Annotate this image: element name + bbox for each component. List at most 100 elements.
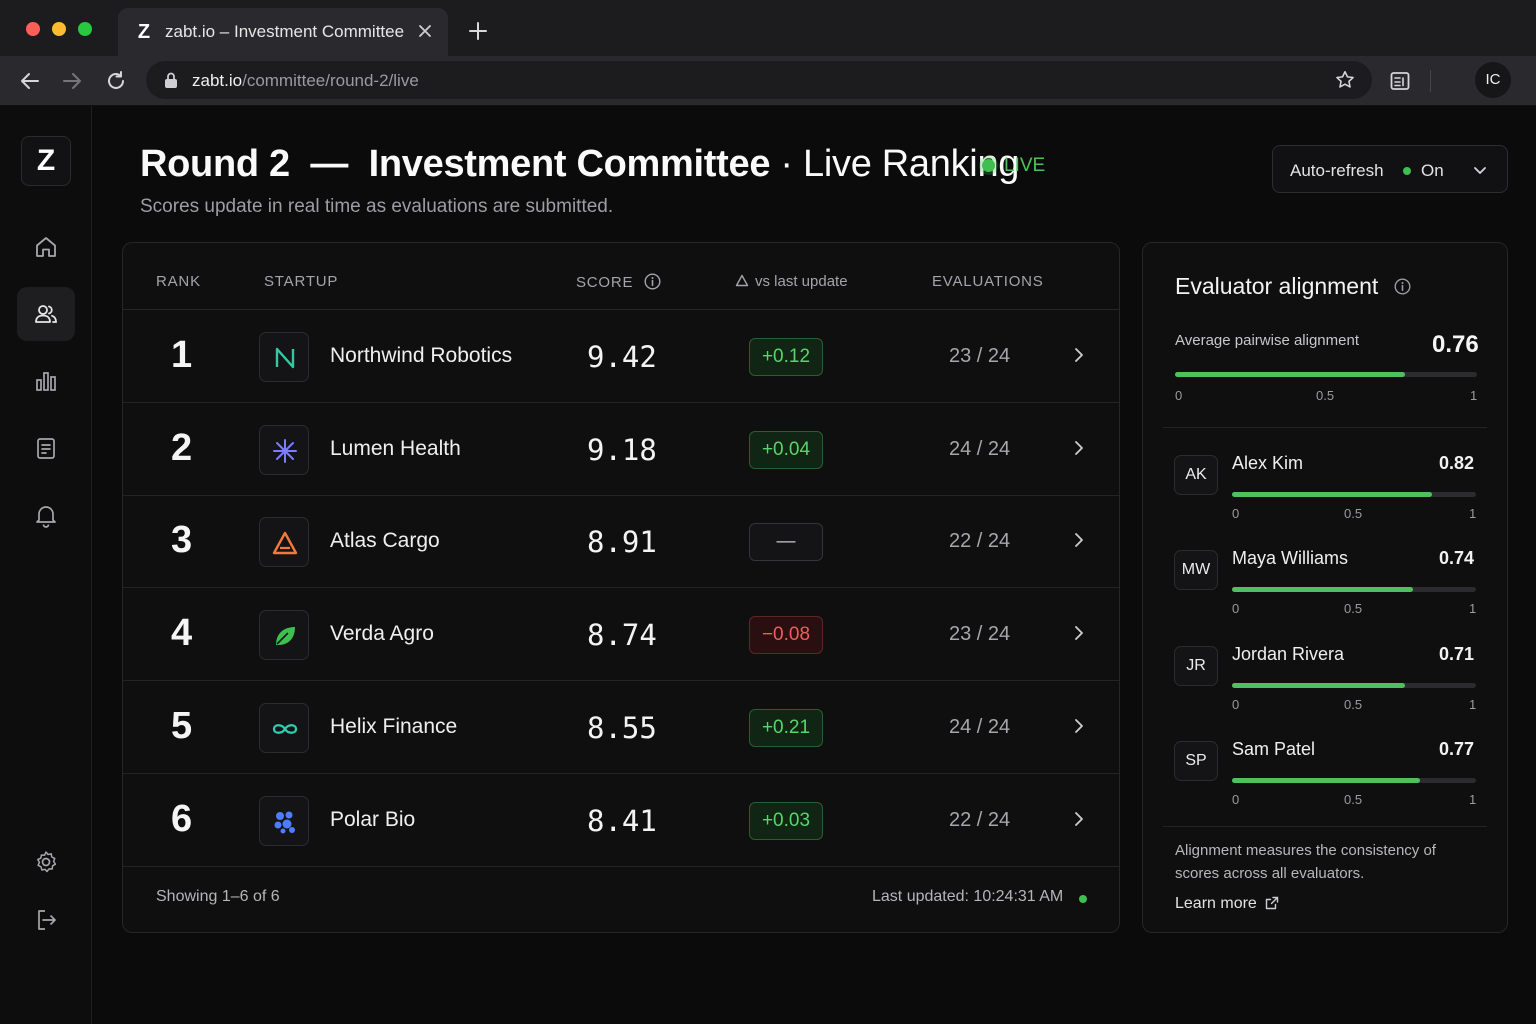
learn-more-label: Learn more <box>1175 895 1257 912</box>
evaluator-item: JR Jordan Rivera 0.71 0 0.5 1 <box>1143 643 1507 738</box>
table-row[interactable]: 5 Helix Finance 8.55 +0.21 24 / 24 <box>123 681 1119 774</box>
auto-refresh-label: Auto-refresh <box>1290 161 1384 180</box>
sidebar-item-settings[interactable] <box>17 835 75 889</box>
polar-logo-icon <box>259 795 309 846</box>
settings-icon <box>37 851 57 873</box>
average-alignment-bar <box>1175 372 1477 377</box>
rank-number: 1 <box>171 334 193 376</box>
rank-number: 4 <box>171 612 193 655</box>
sidebar-item-committee[interactable] <box>17 287 75 341</box>
sidebar-item-evaluations[interactable] <box>17 421 75 475</box>
live-dot-icon <box>982 159 995 172</box>
browser-nav-bar: zabt.io/committee/round-2/live IC <box>0 56 1536 106</box>
delta-badge: +0.03 <box>749 801 823 840</box>
evaluator-item: AK Alex Kim 0.82 0 0.5 1 <box>1143 453 1507 547</box>
address-bar[interactable]: zabt.io/committee/round-2/live <box>146 61 1372 99</box>
evaluator-alignment-panel: Evaluator alignment Average pairwise ali… <box>1142 242 1508 933</box>
profile-avatar[interactable]: IC <box>1475 62 1511 98</box>
atlas-logo-icon <box>259 517 309 568</box>
startup-name[interactable]: Verda Agro <box>330 622 434 646</box>
reload-icon[interactable] <box>104 69 128 93</box>
app-logo[interactable]: Z <box>21 136 71 186</box>
new-tab-icon[interactable] <box>466 19 490 43</box>
scale-max: 1 <box>1469 791 1477 807</box>
evaluations-count: 23 / 24 <box>949 623 1011 646</box>
startup-name[interactable]: Helix Finance <box>330 714 458 738</box>
chevron-right-icon[interactable] <box>1069 809 1089 829</box>
bell-icon <box>36 506 56 528</box>
delta-badge: −0.08 <box>749 616 823 655</box>
evaluator-alignment-fill <box>1232 777 1420 783</box>
browser-tab[interactable]: Z zabt.io – Investment Committee <box>118 8 448 56</box>
maximize-window-button[interactable] <box>78 22 92 36</box>
startup-name[interactable]: Atlas Cargo <box>330 529 440 553</box>
chevron-right-icon[interactable] <box>1069 530 1089 550</box>
chevron-right-icon[interactable] <box>1069 345 1089 365</box>
bar-chart-icon <box>36 372 56 391</box>
url-text: zabt.io/committee/round-2/live <box>192 71 419 91</box>
scale-min: 0 <box>1232 791 1240 807</box>
delta-badge: +0.04 <box>749 430 823 469</box>
browser-tab-bar: Z zabt.io – Investment Committee <box>0 0 1536 56</box>
auto-refresh-value: On <box>1421 161 1444 180</box>
sidebar-item-analytics[interactable] <box>17 354 75 408</box>
table-row[interactable]: 1 Northwind Robotics 9.42 +0.12 23 / 24 <box>123 310 1119 403</box>
evaluator-item: SP Sam Patel 0.77 0 0.5 1 <box>1143 738 1507 833</box>
average-alignment-value: 0.76 <box>1432 331 1479 358</box>
column-header-score: SCORE <box>576 273 661 291</box>
evaluator-alignment-value: 0.74 <box>1439 548 1475 569</box>
evaluator-alignment-bar <box>1232 682 1476 688</box>
scale-max: 1 <box>1469 601 1477 617</box>
chevron-right-icon[interactable] <box>1069 623 1089 643</box>
evaluator-alignment-value: 0.71 <box>1439 643 1475 664</box>
reading-list-icon[interactable] <box>1388 69 1412 93</box>
avatar: SP <box>1174 740 1218 781</box>
startup-name[interactable]: Northwind Robotics <box>330 344 513 367</box>
info-icon[interactable] <box>644 273 661 290</box>
clipboard-icon <box>37 438 55 459</box>
table-row[interactable]: 4 Verda Agro 8.74 −0.08 23 / 24 <box>123 588 1119 682</box>
sidebar-item-home[interactable] <box>17 220 75 274</box>
evaluator-alignment-value: 0.77 <box>1439 738 1475 759</box>
sidebar-item-logout[interactable] <box>17 893 75 947</box>
tab-close-icon[interactable] <box>416 22 434 40</box>
page-subtitle: Scores update in real time as evaluation… <box>140 196 614 217</box>
sidebar-item-notifications[interactable] <box>17 488 75 542</box>
evaluations-count: 23 / 24 <box>949 345 1011 367</box>
close-window-button[interactable] <box>26 22 40 36</box>
score-value: 9.18 <box>587 432 657 467</box>
evaluator-alignment-bar <box>1232 777 1476 783</box>
url-host: zabt.io <box>192 71 243 90</box>
bookmark-star-icon[interactable] <box>1334 69 1356 91</box>
header-divider <box>123 309 1119 310</box>
evaluations-count: 22 / 24 <box>949 808 1011 831</box>
score-value: 8.74 <box>587 618 657 653</box>
scale-min: 0 <box>1175 388 1183 403</box>
startup-name[interactable]: Polar Bio <box>330 807 416 831</box>
verda-logo-icon <box>259 610 309 661</box>
info-icon[interactable] <box>1394 278 1411 295</box>
chevron-right-icon[interactable] <box>1069 716 1089 736</box>
divider <box>1163 427 1487 428</box>
column-header-evaluations: EVALUATIONS <box>932 273 1044 290</box>
table-row[interactable]: 6 Polar Bio 8.41 +0.03 22 / 24 <box>123 774 1119 867</box>
average-alignment-label: Average pairwise alignment <box>1175 332 1359 349</box>
learn-more-link[interactable]: Learn more <box>1175 895 1279 913</box>
startup-name[interactable]: Lumen Health <box>330 436 461 460</box>
evaluations-count: 24 / 24 <box>949 437 1011 460</box>
table-row[interactable]: 3 Atlas Cargo 8.91 — 22 / 24 <box>123 495 1119 589</box>
table-row[interactable]: 2 Lumen Health 9.18 +0.04 24 / 24 <box>123 403 1119 496</box>
evaluator-alignment-fill <box>1232 682 1406 688</box>
users-icon <box>35 305 57 323</box>
scale-min: 0 <box>1232 506 1240 521</box>
delta-icon <box>735 274 749 287</box>
back-arrow-icon[interactable] <box>18 69 42 93</box>
forward-arrow-icon[interactable] <box>60 69 84 93</box>
minimize-window-button[interactable] <box>52 22 66 36</box>
auto-refresh-dropdown[interactable]: Auto-refresh On <box>1272 145 1508 193</box>
chevron-right-icon[interactable] <box>1069 438 1089 458</box>
sidebar: Z <box>0 106 92 1024</box>
evaluator-alignment-value: 0.82 <box>1439 453 1475 473</box>
lock-icon <box>165 72 177 88</box>
alignment-note: Alignment measures the consistency of sc… <box>1175 842 1436 882</box>
